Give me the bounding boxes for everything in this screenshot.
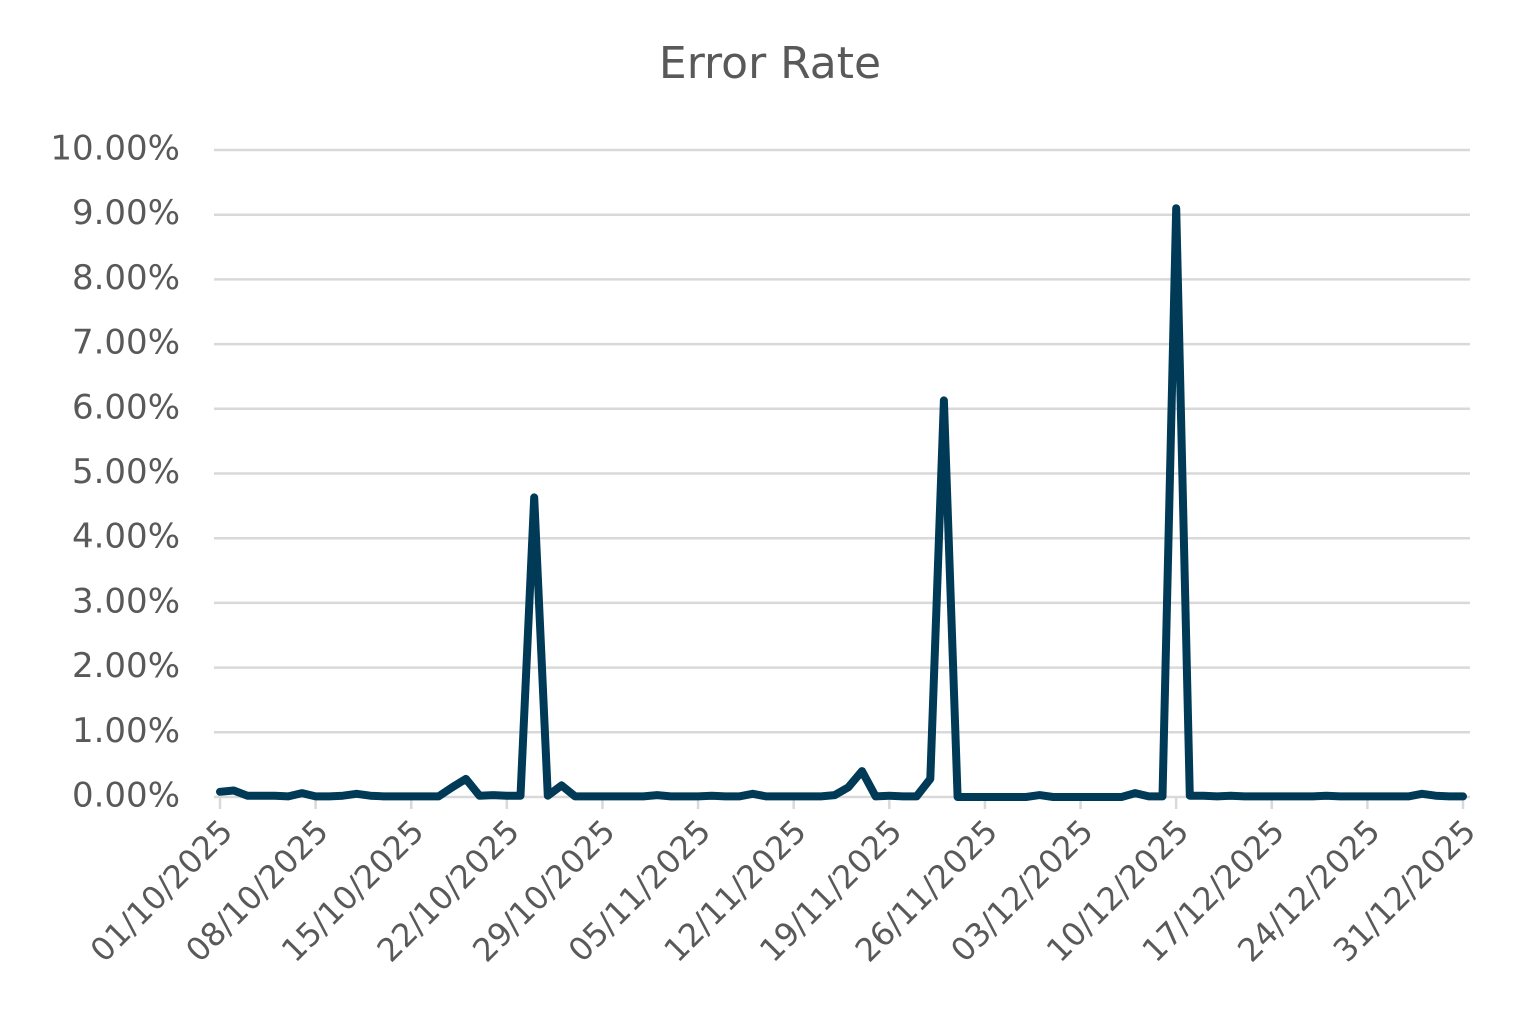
y-tick-label: 0.00% <box>72 776 180 816</box>
y-tick-label: 8.00% <box>72 258 180 298</box>
y-tick-label: 6.00% <box>72 387 180 427</box>
y-tick-label: 2.00% <box>72 646 180 686</box>
series-line <box>216 204 1467 801</box>
y-tick-label: 1.00% <box>72 711 180 751</box>
y-tick-label: 10.00% <box>50 129 180 169</box>
y-tick-label: 3.00% <box>72 581 180 621</box>
y-tick-label: 4.00% <box>72 517 180 557</box>
y-tick-label: 7.00% <box>72 323 180 363</box>
chart-title: Error Rate <box>659 38 881 89</box>
y-tick-label: 5.00% <box>72 452 180 492</box>
y-tick-label: 9.00% <box>72 193 180 233</box>
